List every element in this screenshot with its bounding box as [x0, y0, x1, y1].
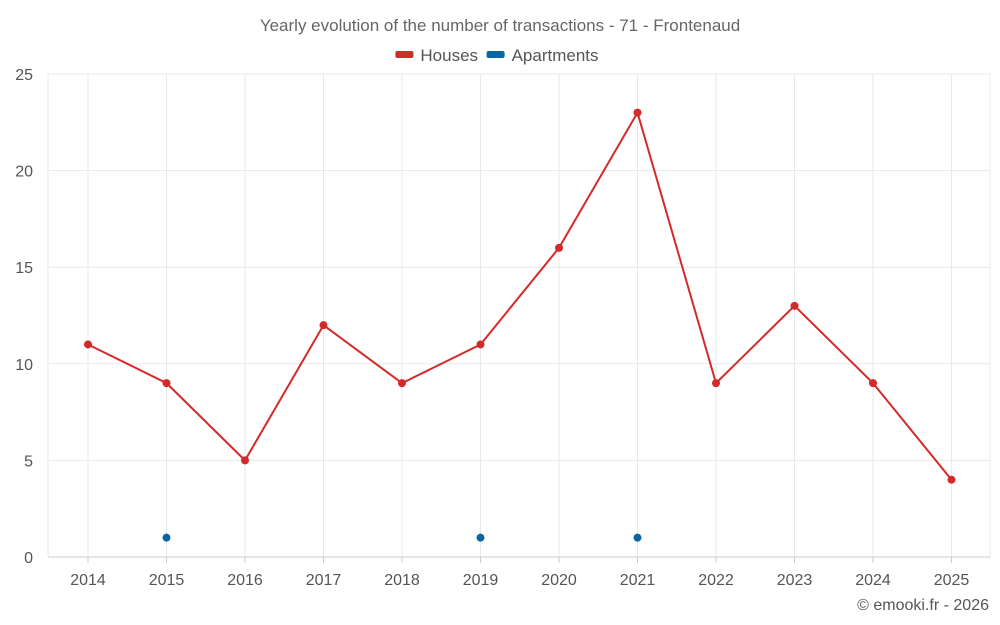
- data-point[interactable]: [398, 379, 406, 388]
- legend-item-houses[interactable]: Houses: [395, 46, 478, 65]
- data-point[interactable]: [633, 533, 642, 542]
- y-tick-label: 20: [15, 164, 33, 181]
- x-tick-label: 2016: [227, 572, 263, 589]
- legend-item-apartments[interactable]: Apartments: [486, 46, 599, 65]
- series-houses: [84, 108, 956, 484]
- data-point[interactable]: [476, 533, 485, 542]
- data-point[interactable]: [162, 379, 171, 388]
- x-tick-label: 2014: [70, 572, 106, 589]
- y-tick-label: 15: [15, 260, 33, 277]
- series-line: [87, 111, 953, 481]
- credit-text: © emooki.fr - 2026: [857, 597, 989, 614]
- legend-label: Houses: [420, 46, 478, 65]
- x-tick-label: 2024: [855, 572, 891, 589]
- x-tick-label: 2019: [463, 572, 499, 589]
- x-tick-label: 2022: [698, 572, 734, 589]
- x-tick-label: 2023: [777, 572, 813, 589]
- series-layer: [84, 108, 956, 542]
- x-tick-label: 2018: [384, 572, 420, 589]
- y-tick-label: 5: [24, 453, 33, 470]
- x-tick-label: 2025: [934, 572, 970, 589]
- legend-swatch: [395, 51, 414, 58]
- chart-title: Yearly evolution of the number of transa…: [260, 16, 740, 35]
- gridlines: [47, 73, 991, 557]
- data-point[interactable]: [633, 108, 642, 117]
- y-tick-label: 10: [15, 357, 33, 374]
- x-tick-label: 2021: [620, 572, 656, 589]
- y-tick-label: 0: [24, 550, 33, 567]
- data-point[interactable]: [869, 379, 877, 388]
- data-point[interactable]: [84, 340, 92, 349]
- x-axis: 2014 2015 2016 2017 2018 2019 2020 2021 2022 2023…: [48, 556, 990, 589]
- legend[interactable]: Houses Apartments: [395, 46, 599, 65]
- data-point[interactable]: [555, 243, 563, 252]
- data-point[interactable]: [947, 475, 956, 484]
- data-point[interactable]: [476, 340, 485, 349]
- y-axis: 0 5 10 15 20 25: [15, 67, 33, 567]
- data-point[interactable]: [241, 456, 249, 465]
- data-point[interactable]: [319, 321, 328, 330]
- legend-label: Apartments: [512, 46, 599, 65]
- y-tick-label: 25: [15, 67, 33, 84]
- data-point[interactable]: [712, 379, 720, 388]
- x-tick-label: 2020: [541, 572, 577, 589]
- data-point[interactable]: [790, 301, 799, 310]
- data-point[interactable]: [162, 533, 171, 542]
- series-apartments: [162, 533, 642, 542]
- x-tick-label: 2017: [306, 572, 342, 589]
- legend-swatch: [486, 51, 505, 58]
- x-tick-label: 2015: [149, 572, 185, 589]
